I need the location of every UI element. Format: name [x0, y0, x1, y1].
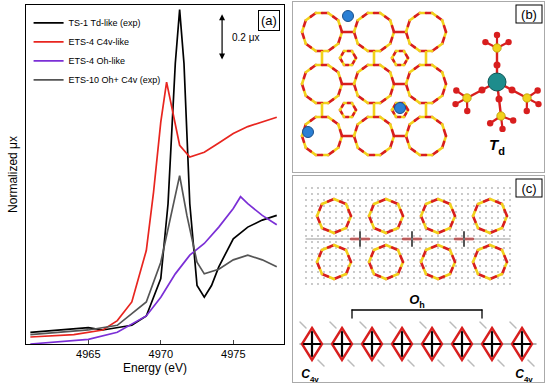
svg-text:(c): (c) [521, 181, 536, 196]
svg-text:Energy (eV): Energy (eV) [123, 361, 187, 375]
svg-text:4965: 4965 [76, 348, 100, 360]
svg-text:(b): (b) [521, 7, 537, 22]
svg-text:4970: 4970 [149, 348, 173, 360]
svg-text:ETS-4 C4v-like: ETS-4 C4v-like [69, 37, 130, 47]
svg-text:C4v: C4v [301, 367, 319, 384]
svg-text:(a): (a) [261, 13, 277, 28]
svg-text:ETS-4 Oh-like: ETS-4 Oh-like [69, 56, 126, 66]
svg-text:0.2 μx: 0.2 μx [232, 32, 259, 43]
svg-text:TS-1 Td-like (exp): TS-1 Td-like (exp) [69, 18, 141, 28]
svg-text:Oh: Oh [409, 292, 425, 310]
svg-text:Normalized μx: Normalized μx [6, 136, 20, 213]
svg-text:Td: Td [489, 136, 505, 157]
svg-text:4975: 4975 [221, 348, 245, 360]
svg-text:C4v: C4v [515, 367, 533, 384]
svg-text:ETS-10 Oh+ C4v (exp): ETS-10 Oh+ C4v (exp) [69, 75, 161, 85]
